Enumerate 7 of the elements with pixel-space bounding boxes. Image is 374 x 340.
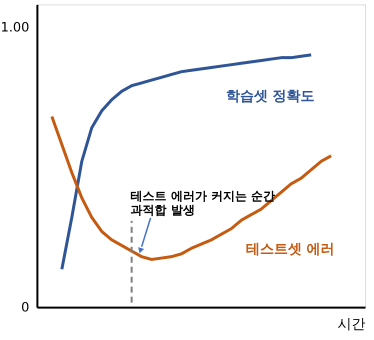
line-series xyxy=(50,115,333,261)
series-label: 테스트셋 에러 xyxy=(246,242,335,258)
x-axis-title: 시간 xyxy=(338,316,366,333)
y-tick-label: 1.00 xyxy=(0,20,30,36)
y-tick-label: 0 xyxy=(21,300,30,316)
series-label: 학습셋 정확도 xyxy=(226,88,315,105)
annotation: 테스트 에러가 커지는 순간 과적합 발생 xyxy=(130,188,276,217)
